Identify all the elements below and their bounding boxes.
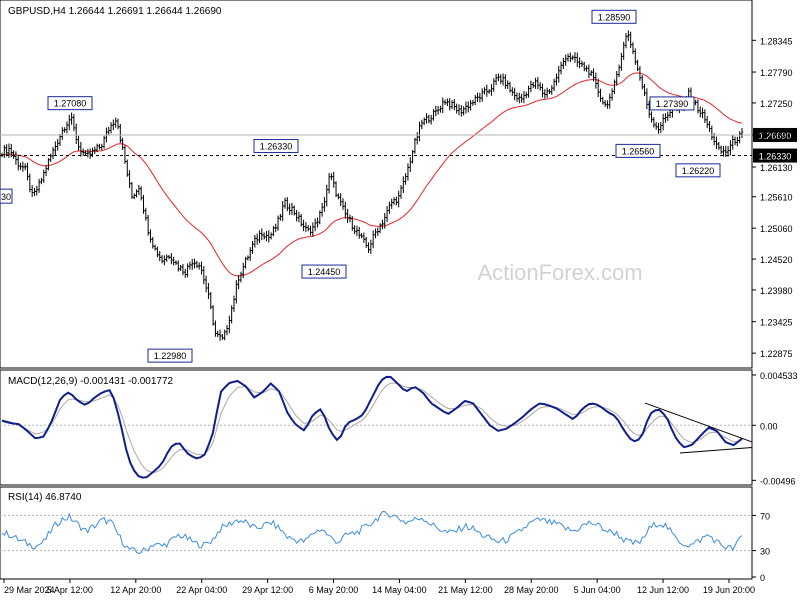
macd-title: MACD(12,26,9) -0.001431 -0.001772 <box>8 376 174 387</box>
rsi-title: RSI(14) 46.8740 <box>8 492 82 503</box>
price-label-box <box>591 9 637 24</box>
price-label: 1.26220 <box>682 166 715 176</box>
price-panel: ActionForex.com 1.26690 1.26330 30 1.27080… <box>0 0 797 369</box>
price-label-box <box>615 143 661 158</box>
price-axis-label: 1.22875 <box>760 349 793 359</box>
current-price-label: 1.26690 <box>759 131 792 141</box>
price-axis-label: 1.27790 <box>760 68 793 78</box>
macd-lines-layer <box>0 375 753 479</box>
price-label-box <box>675 163 721 178</box>
price-axis-label: 1.23980 <box>760 286 793 296</box>
moving-average-layer <box>1 72 743 277</box>
price-label: 1.26330 <box>260 142 293 152</box>
rsi-axis-label: 30 <box>760 547 770 557</box>
price-axis-label: 1.26690 <box>760 131 793 141</box>
price-panel-frame <box>0 0 753 369</box>
rsi-line <box>1 510 743 555</box>
price-axis-label: 1.24520 <box>760 255 793 265</box>
price-label-box <box>253 139 299 154</box>
time-axis-label: 29 Apr 12:00 <box>242 585 293 595</box>
macd-signal-line <box>1 382 743 473</box>
time-axis-label: 5 Apr 12:00 <box>47 585 93 595</box>
macd-axis-label: -0.00496 <box>760 476 796 486</box>
macd-axis-label: 0.004533 <box>760 371 798 381</box>
price-label: 1.27390 <box>656 99 689 109</box>
price-label-box <box>47 96 93 111</box>
rsi-axis: 70 30 0 <box>752 511 770 583</box>
macd-lower-trendline <box>679 446 753 454</box>
price-axis-label: 1.27250 <box>760 99 793 109</box>
rsi-panel-frame <box>0 486 753 580</box>
left-edge-label: 30 <box>1 192 11 202</box>
price-label: 1.22980 <box>154 351 187 361</box>
price-axis-label: 1.23425 <box>760 318 793 328</box>
price-labels-layer: 1.27080 1.22980 1.26330 1.24450 1.28590 1.273… <box>47 9 721 363</box>
rsi-axis-label: 70 <box>760 511 770 521</box>
current-price-tag <box>753 127 797 142</box>
price-axis-label: 1.25610 <box>760 193 793 203</box>
time-axis-label: 5 Jun 04:00 <box>574 585 621 595</box>
time-axis-label: 21 May 12:00 <box>438 585 493 595</box>
price-label: 1.28590 <box>598 12 631 22</box>
price-bars-layer <box>0 30 744 341</box>
left-edge-label-box <box>0 188 13 204</box>
macd-panel: MACD(12,26,9) -0.001431 -0.001772 <box>0 369 753 486</box>
time-axis-label: 14 May 04:00 <box>372 585 427 595</box>
time-axis-label: 6 May 20:00 <box>309 585 359 595</box>
support-level-label: 1.26330 <box>759 152 792 162</box>
price-label: 1.24450 <box>308 267 341 277</box>
rsi-axis-label: 0 <box>760 573 765 583</box>
price-label: 1.26560 <box>622 146 655 156</box>
watermark: ActionForex.com <box>477 260 642 285</box>
price-label: 1.27080 <box>54 99 87 109</box>
time-axis-label: 12 Jun 12:00 <box>637 585 689 595</box>
price-axis-label: 1.26130 <box>760 163 793 173</box>
time-axis-label: 28 May 20:00 <box>504 585 559 595</box>
macd-axis: 0.004533 0.00 -0.00496 <box>752 371 798 486</box>
price-label-box <box>301 264 347 279</box>
macd-main-line <box>1 375 743 479</box>
price-axis: 1.28345 1.27790 1.27250 1.26690 1.26130 1.256… <box>752 36 793 359</box>
support-level-tag <box>753 148 797 163</box>
time-axis-label: 12 Apr 20:00 <box>110 585 161 595</box>
macd-axis-label: 0.00 <box>760 421 778 431</box>
instrument-header: GBPUSD,H4 1.26644 1.26691 1.26644 1.2669… <box>8 6 222 17</box>
moving-average-line <box>1 72 743 277</box>
price-label-box <box>649 96 695 111</box>
time-axis-label: 19 Jun 20:00 <box>703 585 755 595</box>
price-axis-label: 1.25060 <box>760 224 793 234</box>
macd-upper-trendline <box>644 402 753 443</box>
time-axis-label: 29 Mar 2024 <box>4 585 55 595</box>
price-label-box <box>147 348 193 363</box>
price-axis-label: 1.28345 <box>760 36 793 46</box>
macd-panel-frame <box>0 369 753 486</box>
rsi-panel: RSI(14) 46.8740 <box>0 486 753 580</box>
time-axis-label: 22 Apr 04:00 <box>176 585 227 595</box>
rsi-line-layer <box>0 510 752 555</box>
